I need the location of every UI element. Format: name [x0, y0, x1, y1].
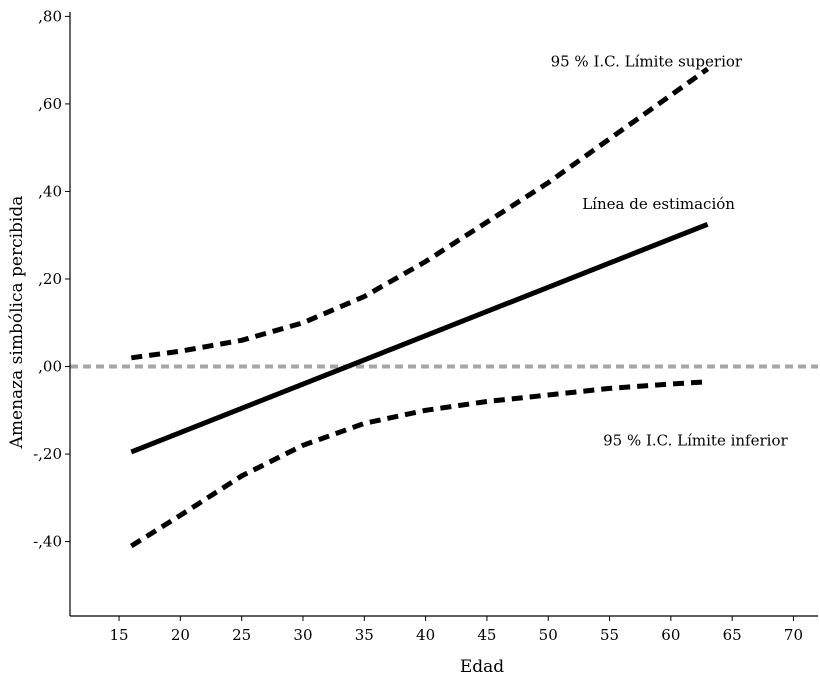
y-axis-label: Amenaza simbólica percibida [7, 196, 27, 450]
y-tick-label: ,80 [38, 7, 62, 25]
annotation-label-1: 95 % I.C. Límite superior [551, 53, 743, 71]
series-line-95-i-c-limite-inferior [129, 379, 708, 549]
series-line-95-i-c-limite-superior [130, 66, 710, 361]
x-tick-label: 70 [784, 626, 803, 644]
x-tick-label: 15 [110, 626, 129, 644]
x-tick-label: 20 [171, 626, 190, 644]
x-tick-label: 60 [661, 626, 680, 644]
axes: 15 20 25 30 35 40 45 50 55 60 65 70 ,80 ,60 ,40 ,20 ,00 -… [33, 7, 818, 644]
x-tick-label: 25 [232, 626, 251, 644]
series-line-linea-de-estimacion [130, 221, 709, 455]
x-tick-label: 40 [416, 626, 435, 644]
y-tick-label: ,40 [38, 182, 62, 200]
x-axis-label: Edad [460, 657, 504, 677]
y-tick-label: ,00 [38, 358, 62, 376]
x-tick-label: 55 [600, 626, 619, 644]
x-tick-label: 50 [539, 626, 558, 644]
y-tick-label: ,60 [38, 95, 62, 113]
x-tick-label: 65 [723, 626, 742, 644]
y-tick-label: -,20 [33, 445, 62, 463]
annotation-label-3: 95 % I.C. Límite inferior [603, 431, 788, 449]
plot-area: 95 % I.C. Límite superior Línea de estima… [70, 53, 818, 549]
x-tick-label: 45 [477, 626, 496, 644]
x-tick-label: 30 [293, 626, 312, 644]
x-tick-label: 35 [355, 626, 374, 644]
y-tick-label: ,20 [38, 270, 62, 288]
annotation-label-2: Línea de estimación [582, 195, 735, 213]
y-tick-label: -,40 [33, 533, 62, 551]
